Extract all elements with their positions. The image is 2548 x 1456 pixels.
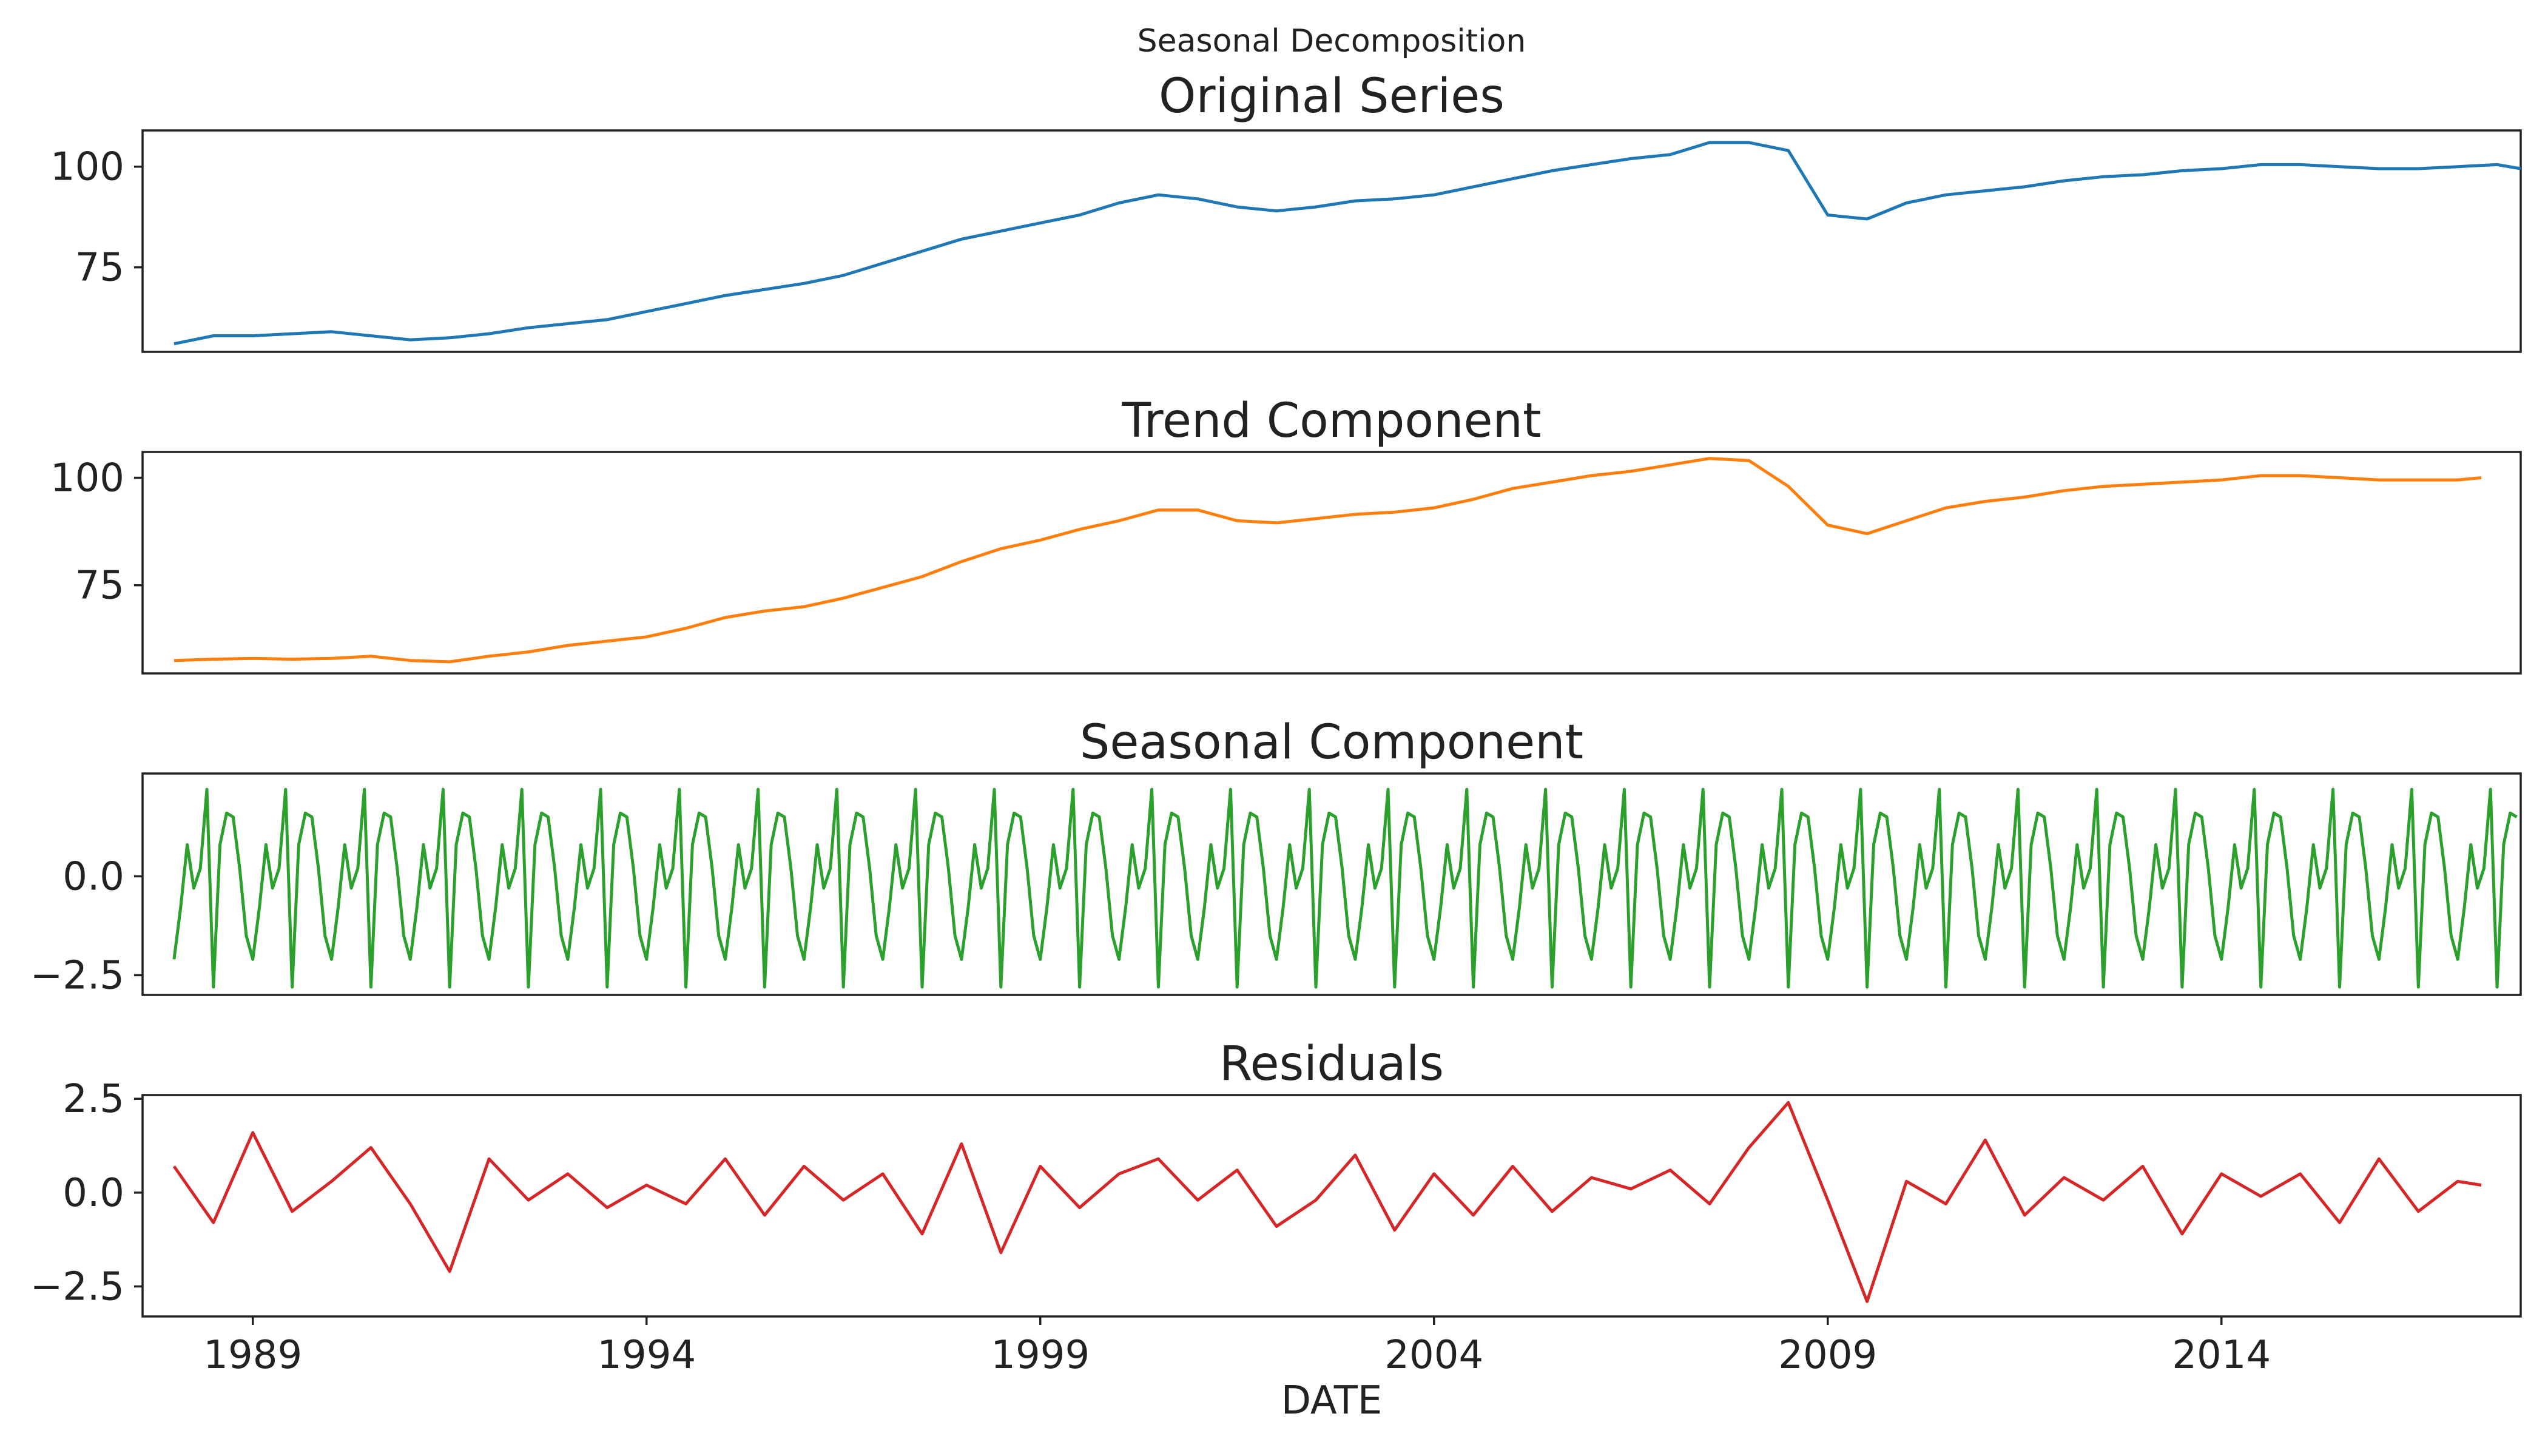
date-x-axis: 1989 1994 1999 2004 2009 2014	[203, 1316, 2271, 1378]
seasonal-component-title: Seasonal Component	[1080, 715, 1583, 770]
x-tick-label: 2014	[2172, 1333, 2271, 1378]
original-series-title: Original Series	[1159, 69, 1505, 124]
seasonal-component-y-tick-label: −2.5	[30, 953, 124, 998]
figure-suptitle: Seasonal Decomposition	[1138, 23, 1526, 59]
x-tick-label: 2004	[1384, 1333, 1483, 1378]
x-axis-label: DATE	[1281, 1378, 1383, 1423]
trend-component-y-tick-label: 75	[75, 564, 124, 608]
residuals-y-tick-label: −2.5	[30, 1265, 124, 1310]
seasonal-component-line	[172, 787, 2518, 989]
x-tick-label: 2009	[1778, 1333, 1877, 1378]
original-series-panel: Original Series 75 100	[50, 69, 2522, 353]
seasonal-component-y-tick-label: 0.0	[62, 854, 124, 899]
residuals-panel: Residuals −2.5 0.0 2.5	[30, 1037, 2522, 1318]
original-series-axes-frame	[141, 129, 2522, 353]
x-tick-label: 1999	[991, 1333, 1090, 1378]
residuals-y-tick-label: 2.5	[62, 1077, 124, 1122]
residuals-y-tick-label: 0.0	[62, 1171, 124, 1216]
trend-component-line	[174, 457, 2482, 664]
trend-component-axes-frame	[141, 451, 2522, 675]
residuals-line	[172, 1100, 2482, 1303]
trend-component-panel: Trend Component 75 100	[50, 394, 2522, 675]
trend-component-title: Trend Component	[1121, 394, 1541, 448]
x-tick-label: 1989	[203, 1333, 302, 1378]
residuals-axes-frame	[141, 1094, 2522, 1318]
trend-component-y-tick-label: 100	[50, 456, 124, 501]
seasonal-component-panel: Seasonal Component −2.5 0.0	[30, 715, 2522, 998]
original-series-line	[174, 141, 2521, 346]
residuals-title: Residuals	[1219, 1037, 1444, 1091]
x-tick-label: 1994	[597, 1333, 696, 1378]
original-series-y-tick-label: 100	[50, 145, 124, 190]
seasonal-component-axes-frame	[141, 772, 2522, 996]
original-series-y-tick-label: 75	[75, 246, 124, 291]
